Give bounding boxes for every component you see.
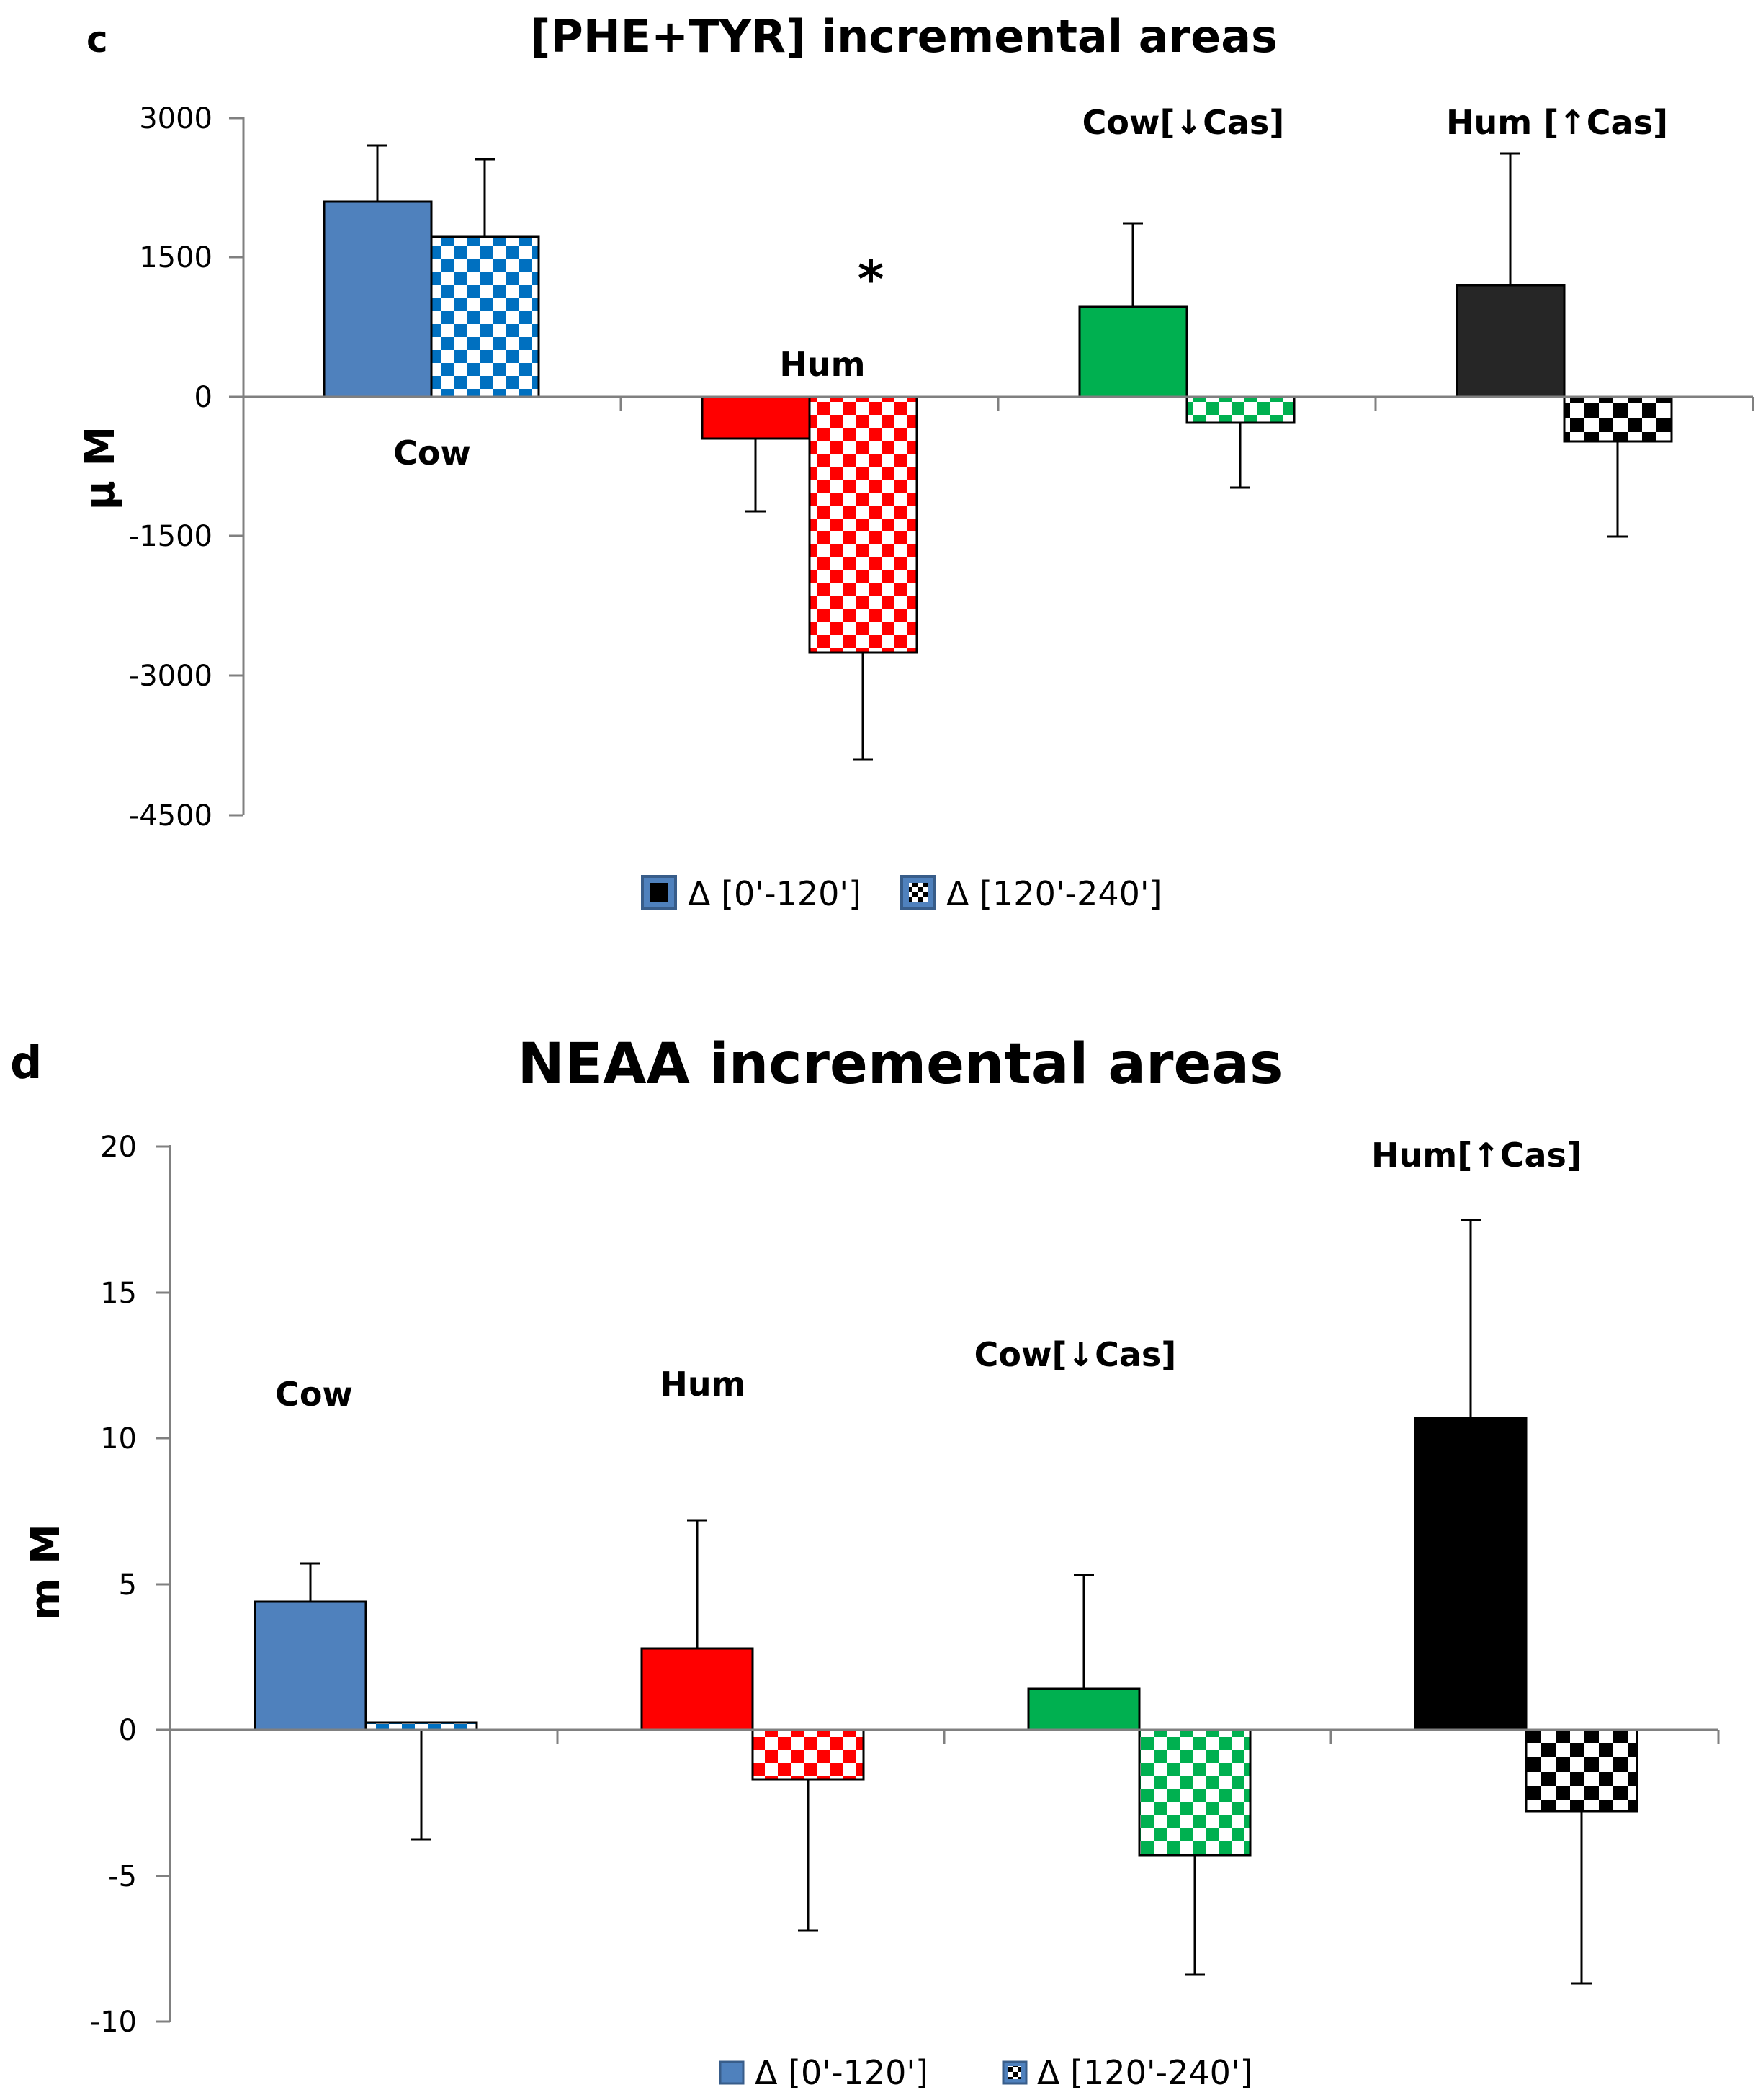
- panel-c-err-hum-120-240: [853, 652, 873, 761]
- panel-c-bar-humhigh-0-120: [1456, 284, 1566, 398]
- panel-c-yaxis: 3000 1500 0 -1500 -3000 -4500: [129, 102, 245, 833]
- panel-d-legend-swatch-0: [719, 2060, 745, 2085]
- panel-d-group-label-hum-high-cas: Hum[↑Cas]: [1371, 1136, 1582, 1175]
- panel-c-error-bars: [367, 144, 1628, 761]
- panel-c-bars: [323, 200, 1673, 654]
- panel-d-group-label-cow-low-cas: Cow[↓Cas]: [974, 1335, 1177, 1374]
- panel-c-letter: c: [86, 19, 108, 60]
- panel-c-group-label-hum-high-cas: Hum [↑Cas]: [1446, 103, 1668, 142]
- panel-c-bar-cowlow-120-240: [1185, 395, 1296, 424]
- panel-d-ylabel: m M: [22, 1524, 69, 1620]
- panel-d-bar-hum-120-240: [751, 1728, 865, 1781]
- panel-c-bar-cow-0-120: [323, 200, 433, 398]
- panel-c-ytick-label-0: 3000: [139, 102, 212, 135]
- panel-c-bar-cow-120-240: [430, 235, 540, 398]
- panel-c-ytick-label-3: -1500: [129, 520, 212, 553]
- panel-c-bar-hum-0-120: [701, 395, 811, 440]
- panel-d-group-label-cow: Cow: [275, 1375, 353, 1414]
- panel-d-err-hum-0-120: [687, 1519, 707, 1648]
- panel-c-bar-cowlow-0-120: [1078, 305, 1188, 398]
- panel-d-group-label-hum: Hum: [660, 1365, 745, 1404]
- panel-d-legend: Δ [0'-120'] Δ [120'-240']: [719, 2053, 1252, 2092]
- panel-d-err-cow-0-120: [300, 1562, 320, 1602]
- panel-c-legend: Δ [0'-120'] Δ [120'-240']: [641, 874, 1162, 913]
- panel-c-ytick-label-1: 1500: [139, 241, 212, 274]
- panel-d-ytick-label-5: -5: [108, 1860, 137, 1893]
- panel-d-err-cow-120-240: [411, 1730, 431, 1841]
- panel-c-err-hum-0-120: [745, 439, 766, 513]
- panel-c-xaxis: [243, 395, 1754, 411]
- panel-d-ytick-label-1: 15: [100, 1277, 137, 1310]
- panel-c-err-humhigh-0-120: [1500, 152, 1520, 285]
- panel-c-significance-star: *: [858, 250, 884, 309]
- panel-c-bar-humhigh-120-240: [1563, 395, 1673, 443]
- panel-d-letter: d: [10, 1036, 42, 1089]
- panel-d-err-hum-120-240: [798, 1780, 818, 1932]
- panel-c-group-label-cow: Cow: [393, 434, 471, 472]
- panel-c-ytick-label-5: -4500: [129, 799, 212, 833]
- panel-d-legend-label-0: Δ [0'-120']: [755, 2053, 928, 2092]
- panel-c-err-cow-120-240: [475, 158, 495, 237]
- panel-c-group-label-hum: Hum: [779, 345, 865, 384]
- panel-d-ytick-label-2: 10: [100, 1422, 137, 1455]
- panel-c: c [PHE+TYR] incremental areas μ M 3000 1…: [77, 10, 1754, 913]
- panel-d-bar-humhigh-0-120: [1414, 1417, 1528, 1731]
- panel-c-ylabel: μ M: [77, 426, 124, 510]
- panel-c-err-cowlow-0-120: [1123, 222, 1143, 307]
- panel-c-err-humhigh-120-240: [1607, 441, 1628, 538]
- panel-c-group-label-cow-low-cas: Cow[↓Cas]: [1082, 103, 1285, 142]
- panel-d-err-cowlow-120-240: [1185, 1855, 1205, 1976]
- panel-d-legend-label-1: Δ [120'-240']: [1037, 2053, 1252, 2092]
- panel-d-bar-cow-0-120: [254, 1600, 367, 1731]
- panel-d-bar-hum-0-120: [640, 1647, 754, 1731]
- panel-c-bar-hum-120-240: [808, 395, 918, 654]
- panel-d: d NEAA incremental areas m M 20 15 10 5 …: [10, 1032, 1720, 2092]
- panel-c-err-cow-0-120: [367, 144, 387, 202]
- panel-d-yaxis: 20 15 10 5 0 -5 -10: [90, 1131, 171, 2039]
- panel-d-err-cowlow-0-120: [1074, 1574, 1094, 1689]
- panel-d-xaxis: [170, 1728, 1720, 1744]
- panel-d-bar-humhigh-120-240: [1525, 1728, 1638, 1813]
- panel-c-legend-label-1: Δ [120'-240']: [946, 874, 1162, 913]
- panel-d-ytick-label-4: 0: [119, 1714, 137, 1747]
- panel-d-err-humhigh-120-240: [1571, 1811, 1592, 1985]
- panel-c-legend-label-0: Δ [0'-120']: [688, 874, 861, 913]
- panel-d-bar-cowlow-0-120: [1027, 1687, 1141, 1731]
- panel-c-ytick-label-4: -3000: [129, 660, 212, 693]
- panel-d-error-bars: [300, 1219, 1592, 1985]
- panel-d-ytick-label-0: 20: [100, 1131, 137, 1164]
- panel-d-title: NEAA incremental areas: [518, 1032, 1283, 1097]
- panel-c-title: [PHE+TYR] incremental areas: [530, 10, 1278, 63]
- panel-c-err-cowlow-120-240: [1230, 423, 1250, 489]
- panel-d-bars: [254, 1417, 1638, 1857]
- panel-d-ytick-label-6: -10: [90, 2006, 137, 2039]
- panel-d-ytick-label-3: 5: [119, 1569, 137, 1602]
- panel-d-bar-cowlow-120-240: [1138, 1728, 1252, 1857]
- panel-c-ytick-label-2: 0: [194, 381, 212, 414]
- panel-d-err-humhigh-0-120: [1461, 1219, 1481, 1418]
